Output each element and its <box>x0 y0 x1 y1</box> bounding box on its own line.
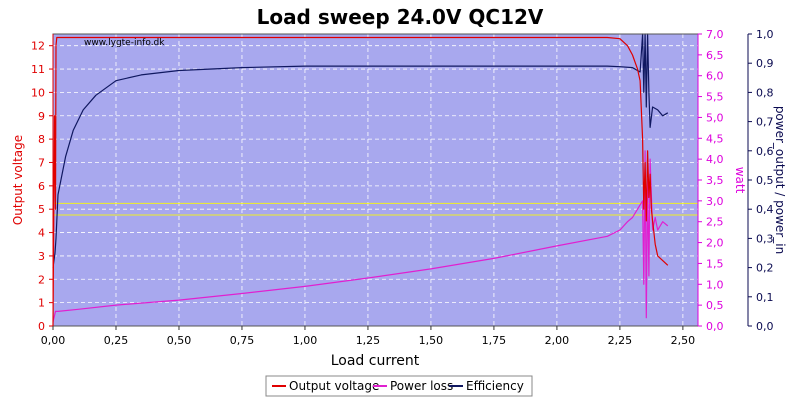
chart-title: Load sweep 24.0V QC12V <box>257 5 544 29</box>
y-left-tick-label: 10 <box>31 86 45 99</box>
y-far-tick-label: 0,1 <box>756 291 774 304</box>
y-left-tick-label: 3 <box>38 250 45 263</box>
y-right-tick-label: 4,5 <box>706 132 724 145</box>
plot-area <box>53 34 698 326</box>
y-far-tick-label: 0,4 <box>756 203 774 216</box>
y-right-tick-label: 2,0 <box>706 237 724 250</box>
watermark: www.lygte-info.dk <box>84 38 165 48</box>
x-tick-label: 0,50 <box>167 334 192 347</box>
y-far-tick-label: 0,9 <box>756 57 774 70</box>
legend-label: Power loss <box>390 379 453 393</box>
y-right-tick-label: 5,0 <box>706 111 724 124</box>
y-axis-far-label: power_output / power_in <box>773 106 787 254</box>
legend-label: Output voltage <box>289 379 379 393</box>
y-left-tick-label: 7 <box>38 156 45 169</box>
y-left-tick-label: 2 <box>38 273 45 286</box>
y-far-tick-label: 0,8 <box>756 86 774 99</box>
y-left-tick-label: 8 <box>38 133 45 146</box>
y-far-tick-label: 0,7 <box>756 116 774 129</box>
y-axis-right-label: watt <box>733 167 747 194</box>
y-far-tick-label: 1,0 <box>756 28 774 41</box>
y-left-tick-label: 9 <box>38 110 45 123</box>
y-left-tick-label: 12 <box>31 40 45 53</box>
legend-box <box>265 375 533 397</box>
y-left-tick-label: 6 <box>38 180 45 193</box>
y-right-tick-label: 1,0 <box>706 278 724 291</box>
x-tick-label: 2,00 <box>545 334 570 347</box>
y-left-tick-label: 5 <box>38 203 45 216</box>
y-right-tick-label: 5,5 <box>706 91 724 104</box>
y-far-tick-label: 0,5 <box>756 174 774 187</box>
y-left-tick-label: 1 <box>38 297 45 310</box>
legend-label: Efficiency <box>466 379 524 393</box>
x-tick-label: 1,50 <box>419 334 444 347</box>
y-right-tick-label: 3,5 <box>706 174 724 187</box>
y-right-tick-label: 1,5 <box>706 257 724 270</box>
reference-lines <box>53 202 698 216</box>
x-tick-label: 0,00 <box>41 334 66 347</box>
y-right-tick-label: 7,0 <box>706 28 724 41</box>
y-far-tick-label: 0,6 <box>756 145 774 158</box>
series-efficiency <box>52 33 669 268</box>
series-layer <box>52 33 669 327</box>
series-output-voltage <box>52 36 669 327</box>
x-tick-label: 0,75 <box>230 334 255 347</box>
x-axis-label: Load current <box>331 353 420 369</box>
y-left-tick-label: 4 <box>38 227 45 240</box>
x-tick-label: 1,00 <box>293 334 318 347</box>
y-right-tick-label: 4,0 <box>706 153 724 166</box>
y-right-tick-label: 6,0 <box>706 70 724 83</box>
x-tick-label: 0,25 <box>104 334 129 347</box>
y-right-tick-label: 3,0 <box>706 195 724 208</box>
y-far-tick-label: 0,3 <box>756 232 774 245</box>
y-right-tick-label: 6,5 <box>706 49 724 62</box>
grid <box>52 34 698 327</box>
legend: Output voltage Power loss Efficiency <box>265 375 533 397</box>
y-right-tick-label: 2,5 <box>706 216 724 229</box>
y-far-tick-label: 0,0 <box>756 320 774 333</box>
y-left-tick-label: 0 <box>38 320 45 333</box>
x-tick-label: 1,75 <box>482 334 507 347</box>
y-far-tick-label: 0,2 <box>756 262 774 275</box>
y-right-tick-label: 0,5 <box>706 299 724 312</box>
x-tick-label: 1,25 <box>356 334 381 347</box>
y-right-tick-label: 0,0 <box>706 320 724 333</box>
x-tick-label: 2,50 <box>671 334 696 347</box>
x-tick-label: 2,25 <box>608 334 633 347</box>
y-left-tick-label: 11 <box>31 63 45 76</box>
y-axis-left-label: Output voltage <box>11 135 25 225</box>
